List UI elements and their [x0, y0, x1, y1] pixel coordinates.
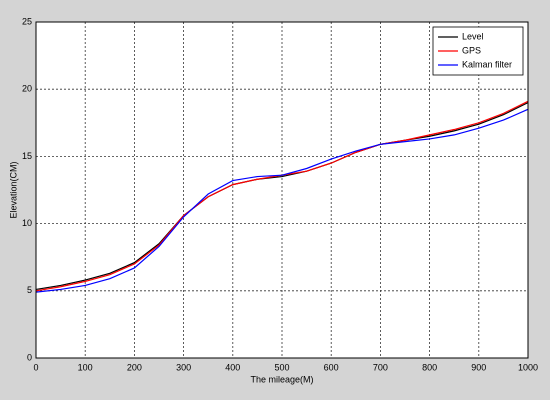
x-tick-label: 100 — [78, 362, 93, 372]
x-tick-label: 1000 — [518, 362, 538, 372]
y-tick-label: 25 — [22, 16, 32, 26]
legend-label: Level — [462, 31, 484, 41]
x-tick-label: 400 — [225, 362, 240, 372]
x-tick-label: 600 — [324, 362, 339, 372]
y-tick-label: 0 — [27, 352, 32, 362]
x-tick-label: 200 — [127, 362, 142, 372]
y-tick-label: 10 — [22, 218, 32, 228]
x-axis-label: The mileage(M) — [250, 374, 313, 384]
y-tick-label: 5 — [27, 285, 32, 295]
legend-label: GPS — [462, 45, 481, 55]
legend-label: Kalman filter — [462, 59, 512, 69]
y-tick-label: 20 — [22, 84, 32, 94]
y-axis-label: Elevation(CM) — [8, 161, 18, 218]
x-tick-label: 900 — [471, 362, 486, 372]
data-line — [35, 108, 529, 293]
data-line — [35, 102, 529, 291]
plot-frame — [35, 21, 529, 359]
y-tick-label: 15 — [22, 151, 32, 161]
x-tick-label: 300 — [176, 362, 191, 372]
x-tick-label: 0 — [33, 362, 38, 372]
x-tick-label: 700 — [373, 362, 388, 372]
x-tick-label: 800 — [422, 362, 437, 372]
x-tick-label: 500 — [274, 362, 289, 372]
